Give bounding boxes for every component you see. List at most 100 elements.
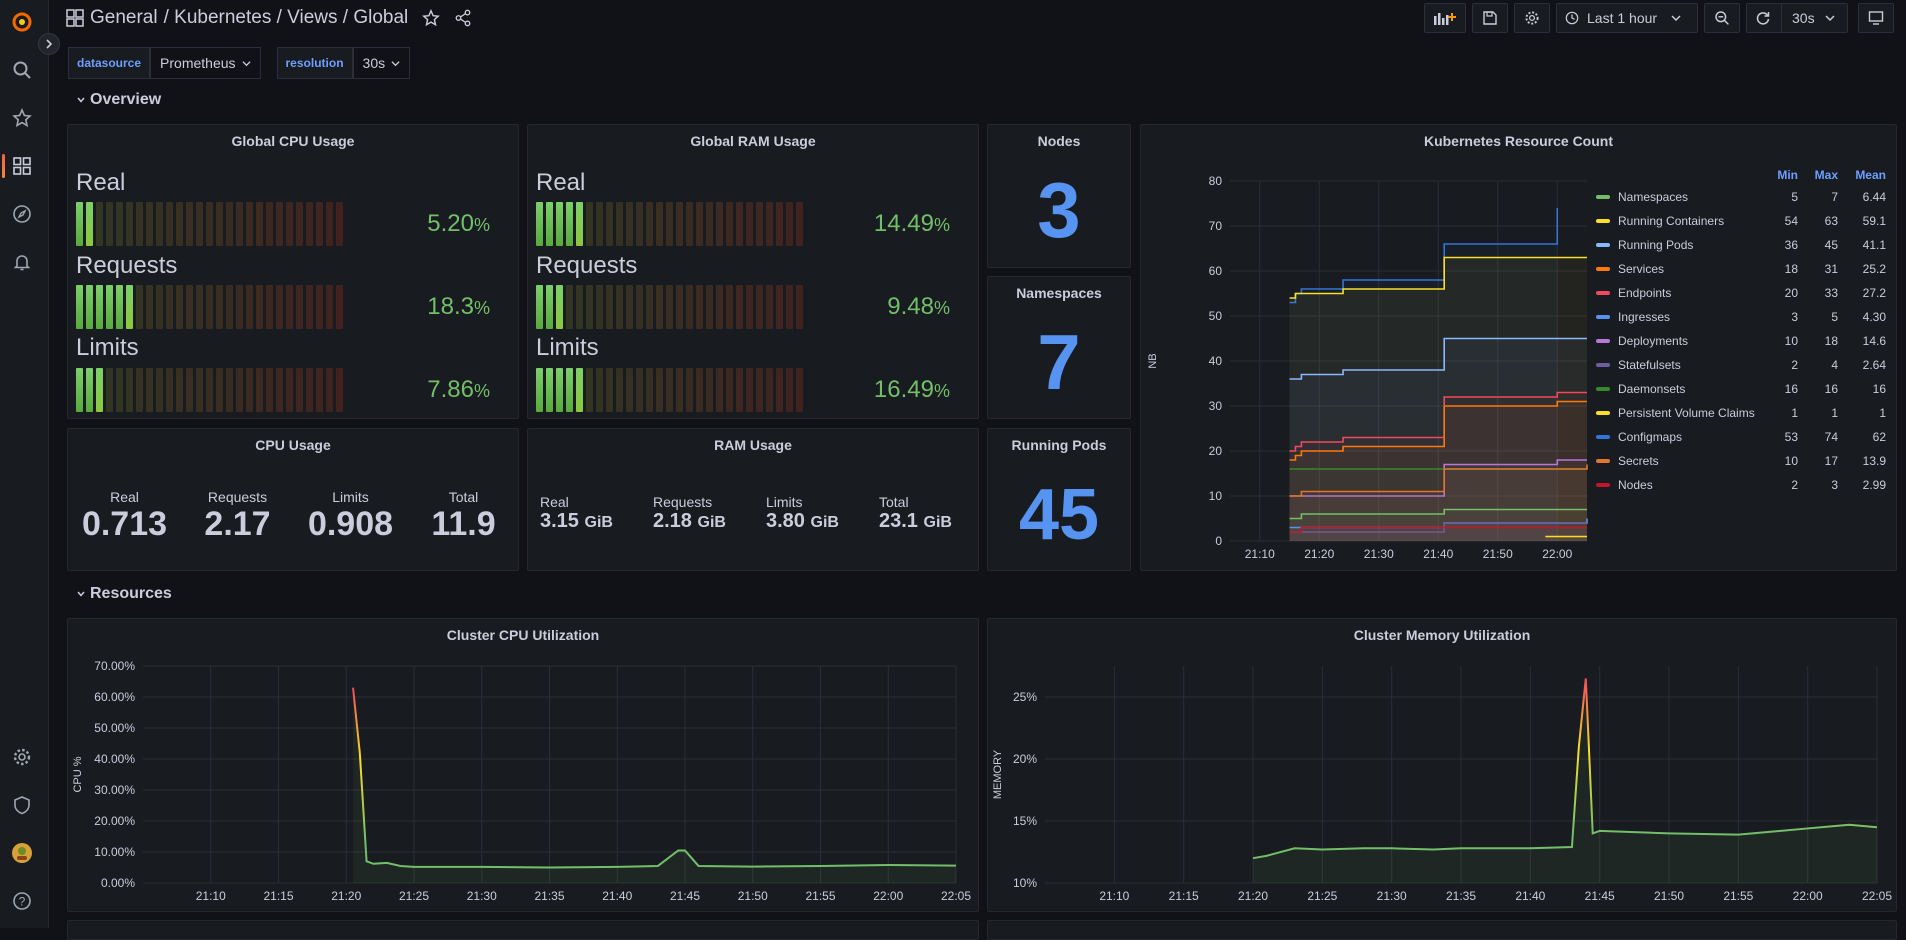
help-icon[interactable]: ? — [10, 889, 34, 913]
x-tick-label: 21:30 — [1377, 889, 1407, 903]
gauge-cell — [226, 368, 233, 412]
gauge-cell — [316, 285, 323, 329]
nodes-panel[interactable]: Nodes 3 — [987, 124, 1131, 268]
legend-item[interactable]: Configmaps 53 74 62 — [1588, 425, 1886, 449]
grafana-logo-icon[interactable] — [10, 10, 34, 34]
legend-header-min[interactable]: Min — [1777, 168, 1798, 182]
sidebar-expand-button[interactable] — [38, 33, 60, 55]
nodes-value: 3 — [1037, 166, 1081, 254]
server-admin-shield-icon[interactable] — [10, 793, 34, 817]
dashboards-icon[interactable] — [10, 154, 34, 178]
gauge-cell — [636, 368, 643, 412]
running-pods-panel[interactable]: Running Pods 45 — [987, 428, 1131, 571]
cycle-view-mode-button[interactable] — [1858, 3, 1894, 33]
gauge-cell — [136, 285, 143, 329]
explore-icon[interactable] — [10, 202, 34, 226]
search-icon[interactable] — [10, 58, 34, 82]
gauge-cell — [746, 285, 753, 329]
legend-item[interactable]: Persistent Volume Claims 1 1 1 — [1588, 401, 1886, 425]
legend-item[interactable]: Running Containers 54 63 59.1 — [1588, 209, 1886, 233]
y-tick-label: 60.00% — [94, 690, 135, 704]
gauge-cell — [796, 368, 803, 412]
resolution-select[interactable]: 30s — [352, 47, 411, 79]
cluster-cpu-utilization-panel[interactable]: Cluster CPU Utilization — [67, 618, 979, 912]
star-icon[interactable] — [10, 106, 34, 130]
next-panel-left — [67, 920, 979, 940]
legend-item[interactable]: Endpoints 20 33 27.2 — [1588, 281, 1886, 305]
stat-label: Total — [879, 494, 909, 510]
zoom-out-button[interactable] — [1704, 3, 1740, 33]
x-tick-label: 21:10 — [196, 889, 226, 903]
user-avatar[interactable] — [10, 841, 34, 865]
gauge-cell — [116, 368, 123, 412]
legend-min: 16 — [1784, 382, 1798, 396]
legend-item[interactable]: Ingresses 3 5 4.30 — [1588, 305, 1886, 329]
gauge-cell — [626, 368, 633, 412]
side-menu: ? — [0, 0, 49, 928]
y-tick-label: 40 — [1209, 354, 1223, 368]
legend-item[interactable]: Deployments 10 18 14.6 — [1588, 329, 1886, 353]
cluster-memory-utilization-panel[interactable]: Cluster Memory Utilization — [987, 618, 1897, 912]
ram-gauge-bar — [536, 368, 803, 412]
refresh-icon — [1756, 12, 1770, 25]
global-ram-usage-panel[interactable]: Global RAM Usage Real 14.49% Requests 9.48%… — [527, 124, 979, 419]
add-panel-button[interactable] — [1424, 3, 1466, 33]
legend-max: 18 — [1824, 334, 1838, 348]
series-area — [1545, 536, 1587, 541]
configuration-gear-icon[interactable] — [10, 745, 34, 769]
gauge-number: 7.86 — [427, 376, 474, 403]
legend-swatch — [1596, 315, 1610, 319]
stat-value: 11.9 — [431, 505, 496, 543]
alerting-bell-icon[interactable] — [10, 250, 34, 274]
resource-count-chart[interactable]: 0 10 20 30 40 50 60 70 80 21:10 21:20 21:30 21:40 21:… — [1140, 124, 1590, 571]
star-icon[interactable] — [422, 9, 441, 27]
gauge-cell — [256, 202, 263, 246]
time-picker-button[interactable]: Last 1 hour — [1556, 3, 1698, 33]
gauge-cell — [726, 368, 733, 412]
legend-min: 10 — [1784, 334, 1798, 348]
legend-name: Secrets — [1618, 454, 1659, 468]
legend-min: 54 — [1784, 214, 1798, 228]
x-tick-label: 22:05 — [941, 889, 971, 903]
chevron-down-icon — [77, 591, 85, 597]
running-pods-value: 45 — [1018, 475, 1100, 555]
legend-header-max[interactable]: Max — [1814, 168, 1838, 182]
gauge-unit: % — [933, 381, 950, 401]
gauge-cell — [176, 285, 183, 329]
legend-item[interactable]: Nodes 2 3 2.99 — [1588, 473, 1886, 497]
legend-item[interactable]: Statefulsets 2 4 2.64 — [1588, 353, 1886, 377]
global-cpu-usage-panel[interactable]: Global CPU Usage Real 5.20% Requests 18.3% L… — [67, 124, 519, 419]
gauge-cell — [726, 285, 733, 329]
gauge-cell — [786, 285, 793, 329]
share-icon[interactable] — [454, 9, 472, 27]
legend-item[interactable]: Secrets 10 17 13.9 — [1588, 449, 1886, 473]
cluster-memory-chart[interactable]: 10% 15% 20% 25% 21:10 21:15 21:20 21:25 21:30 21:… — [987, 618, 1897, 912]
legend-mean: 13.9 — [1862, 454, 1886, 468]
chevron-down-icon — [1671, 15, 1681, 22]
legend-item[interactable]: Namespaces 5 7 6.44 — [1588, 185, 1886, 209]
gauge-cell — [656, 202, 663, 246]
cluster-cpu-chart[interactable]: 0.00% 10.00% 20.00% 30.00% 40.00% 50.00% 60.00… — [67, 618, 979, 912]
datasource-select[interactable]: Prometheus — [150, 47, 261, 79]
resolution-value: 30s — [362, 55, 386, 71]
gauge-cell — [656, 368, 663, 412]
refresh-picker[interactable]: 30s — [1746, 3, 1848, 33]
save-dashboard-button[interactable] — [1472, 3, 1508, 33]
legend-item[interactable]: Daemonsets 16 16 16 — [1588, 377, 1886, 401]
y-tick-label: 15% — [1013, 814, 1037, 828]
namespaces-panel[interactable]: Namespaces 7 — [987, 276, 1131, 419]
legend-header-mean[interactable]: Mean — [1855, 168, 1886, 182]
ram-usage-panel[interactable]: RAM Usage Real 3.15 GiB Requests 2.18 Gi… — [527, 428, 979, 571]
legend-item[interactable]: Running Pods 36 45 41.1 — [1588, 233, 1886, 257]
dashboard-settings-button[interactable] — [1514, 3, 1550, 33]
breadcrumb-folder[interactable]: General — [90, 7, 158, 28]
y-tick-label: 80 — [1209, 174, 1223, 188]
legend-item[interactable]: Services 18 31 25.2 — [1588, 257, 1886, 281]
cpu-usage-panel[interactable]: CPU Usage Real 0.713 Requests 2.17 Limit… — [67, 428, 519, 571]
breadcrumb-title[interactable]: / Kubernetes / Views / Global — [163, 7, 409, 28]
time-range-label: Last 1 hour — [1587, 10, 1658, 26]
legend-name: Endpoints — [1618, 286, 1672, 300]
row-resources[interactable]: Resources — [76, 585, 172, 603]
row-overview[interactable]: Overview — [76, 91, 161, 109]
y-tick-label: 70.00% — [94, 659, 135, 673]
